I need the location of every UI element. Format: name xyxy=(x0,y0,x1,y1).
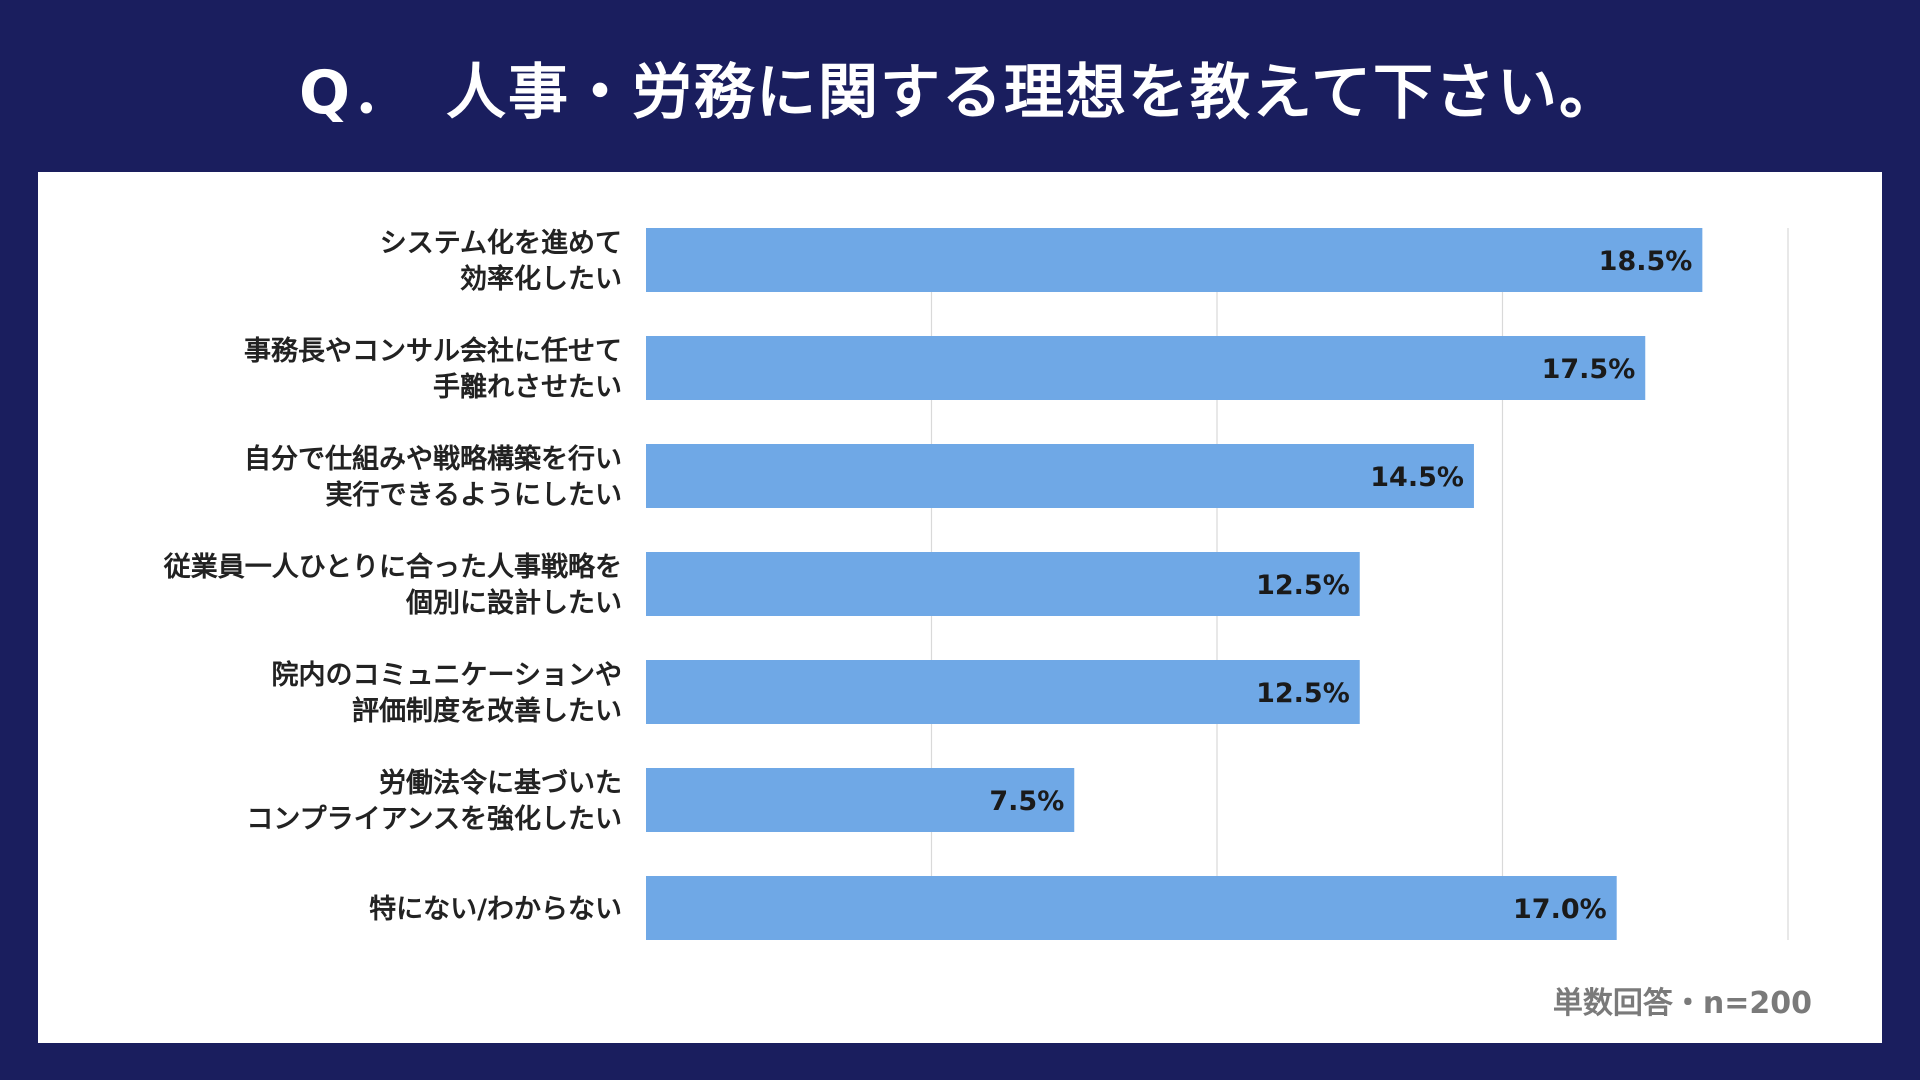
category-label-line: システム化を進めて xyxy=(380,228,622,259)
value-label: 17.0% xyxy=(1513,894,1607,925)
category-label: 特にない/わからない xyxy=(369,894,622,925)
chart-panel: システム化を進めて効率化したい事務長やコンサル会社に任せて手離れさせたい自分で仕… xyxy=(38,172,1882,1043)
category-label-line: 効率化したい xyxy=(460,263,622,295)
category-label: 院内のコミュニケーションや評価制度を改善したい xyxy=(272,659,622,727)
value-label: 14.5% xyxy=(1370,462,1464,493)
category-label: 従業員一人ひとりに合った人事戦略を個別に設計したい xyxy=(163,551,622,619)
category-label-line: コンプライアンスを強化したい xyxy=(246,804,622,835)
bar xyxy=(646,660,1360,724)
category-labels: システム化を進めて効率化したい事務長やコンサル会社に任せて手離れさせたい自分で仕… xyxy=(163,228,622,925)
bar xyxy=(646,228,1703,292)
category-label-line: 個別に設計したい xyxy=(405,587,622,619)
category-label-line: 事務長やコンサル会社に任せて xyxy=(244,335,622,367)
category-label-line: 手離れさせたい xyxy=(433,371,622,403)
category-label-line: 労働法令に基づいた xyxy=(379,767,622,799)
value-label: 7.5% xyxy=(989,786,1064,817)
category-label-line: 実行できるようにしたい xyxy=(326,479,622,511)
bar-chart: システム化を進めて効率化したい事務長やコンサル会社に任せて手離れさせたい自分で仕… xyxy=(163,228,1789,940)
category-label-line: 評価制度を改善したい xyxy=(352,695,622,727)
bars xyxy=(646,228,1703,940)
sample-note: 単数回答・n=200 xyxy=(1552,986,1812,1021)
category-label: 事務長やコンサル会社に任せて手離れさせたい xyxy=(244,335,622,403)
value-label: 17.5% xyxy=(1542,354,1636,385)
bar xyxy=(646,336,1646,400)
chart-title: Q． 人事・労務に関する理想を教えて下さい。 xyxy=(298,58,1621,128)
category-label-line: 従業員一人ひとりに合った人事戦略を xyxy=(163,551,622,583)
category-label: 労働法令に基づいたコンプライアンスを強化したい xyxy=(246,767,622,835)
value-label: 12.5% xyxy=(1256,678,1350,709)
category-label-line: 院内のコミュニケーションや xyxy=(272,659,622,691)
bar xyxy=(646,768,1075,832)
category-label-line: 自分で仕組みや戦略構築を行い xyxy=(244,443,622,475)
category-label-line: 特にない/わからない xyxy=(369,894,622,925)
category-label: システム化を進めて効率化したい xyxy=(380,228,622,295)
value-label: 12.5% xyxy=(1256,570,1350,601)
value-label: 18.5% xyxy=(1599,246,1693,277)
category-label: 自分で仕組みや戦略構築を行い実行できるようにしたい xyxy=(244,443,622,511)
value-labels: 18.5% 17.5% 14.5% 12.5% 12.5% 7.5% 17.0% xyxy=(989,246,1692,925)
bar xyxy=(646,876,1617,940)
bar xyxy=(646,552,1360,616)
bar xyxy=(646,444,1474,508)
